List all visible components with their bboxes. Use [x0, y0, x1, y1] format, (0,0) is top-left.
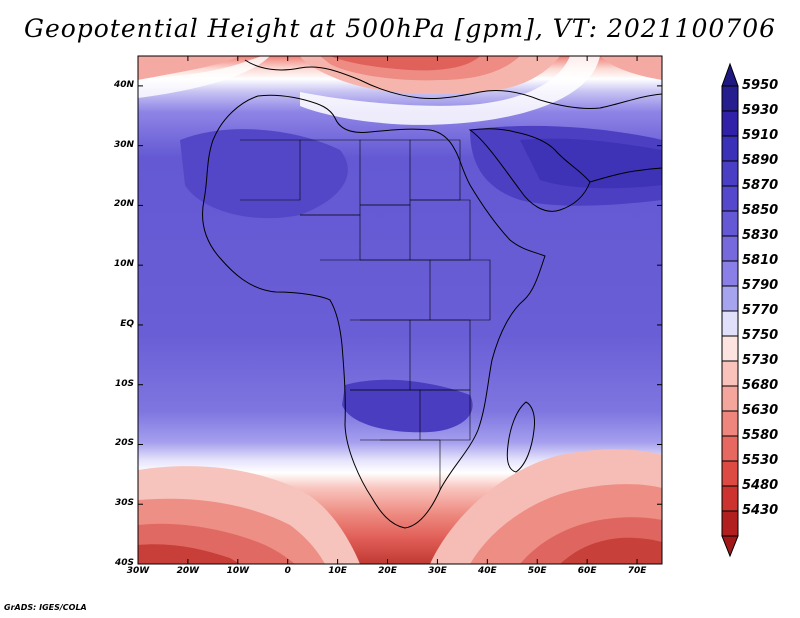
- coastlines: [202, 59, 662, 529]
- colorbar-level-label: 5810: [742, 253, 779, 268]
- lat-label: 40S: [114, 558, 134, 568]
- colorbar-level-label: 5830: [742, 228, 779, 243]
- colorbar-swatch: [721, 360, 739, 387]
- lon-label: 0: [284, 566, 291, 576]
- plot-frame: [137, 55, 663, 565]
- colorbar-swatch: [721, 410, 739, 437]
- colorbar-swatch: [721, 385, 739, 412]
- lat-label: EQ: [120, 318, 134, 329]
- colorbar-level-label: 5770: [742, 303, 779, 318]
- colorbar-level-label: 5930: [742, 103, 779, 118]
- colorbar-swatch: [721, 285, 739, 312]
- axis-ticks: [137, 56, 662, 565]
- lon-label: 40E: [477, 566, 497, 576]
- colorbar-swatch: [721, 435, 739, 462]
- lon-label: 20W: [176, 566, 200, 576]
- colorbar-swatch: [721, 135, 739, 162]
- colorbar-level-label: 5530: [742, 453, 779, 468]
- country-borders: [240, 139, 491, 490]
- lat-label: 40N: [113, 79, 134, 90]
- lon-label: 20E: [378, 566, 397, 576]
- lat-label: 20S: [114, 438, 134, 449]
- madagascar-coastline: [506, 401, 535, 473]
- colorbar-swatch: [721, 185, 739, 212]
- contour-field: [138, 56, 662, 564]
- colorbar-swatch: [721, 510, 739, 537]
- colorbar: [721, 85, 739, 537]
- colorbar-swatch: [721, 110, 739, 137]
- colorbar-swatch: [721, 310, 739, 337]
- colorbar-level-label: 5890: [742, 153, 779, 168]
- lon-label: 10W: [226, 566, 250, 576]
- lat-label: 20N: [113, 199, 134, 210]
- lon-label: 70E: [627, 566, 647, 576]
- colorbar-level-label: 5730: [742, 353, 779, 368]
- colorbar-level-label: 5680: [742, 378, 779, 393]
- colorbar-level-label: 5580: [742, 428, 779, 443]
- lat-label: 10S: [114, 378, 134, 389]
- grads-credit: GrADS: IGES/COLA: [4, 603, 87, 612]
- lat-label: 30N: [113, 139, 134, 150]
- colorbar-swatch: [721, 210, 739, 237]
- colorbar-level-label: 5910: [742, 128, 779, 143]
- europe-coastline: [244, 59, 662, 109]
- africa-coastline: [202, 94, 546, 529]
- map-title: Geopotential Height at 500hPa [gpm], VT:…: [23, 14, 777, 43]
- colorbar-level-label: 5850: [742, 203, 779, 218]
- colorbar-swatch: [721, 85, 739, 112]
- colorbar-level-label: 5630: [742, 403, 779, 418]
- colorbar-bottom-arrow: [721, 535, 739, 558]
- colorbar-top-arrow: [721, 62, 739, 87]
- lon-label: 10E: [328, 566, 347, 576]
- colorbar-swatch: [721, 335, 739, 362]
- colorbar-level-label: 5790: [742, 278, 779, 293]
- lon-label: 50E: [527, 566, 547, 576]
- persia-coastline: [589, 167, 662, 183]
- colorbar-level-label: 5430: [742, 503, 779, 518]
- lon-label: 60E: [577, 566, 597, 576]
- arabia-coastline: [468, 128, 591, 212]
- lon-label: 30W: [126, 566, 150, 576]
- colorbar-swatch: [721, 260, 739, 287]
- lat-label: 30S: [114, 498, 134, 509]
- colorbar-level-label: 5870: [742, 178, 779, 193]
- colorbar-level-label: 5480: [742, 478, 779, 493]
- lon-label: 30E: [428, 566, 447, 576]
- lat-label: 10N: [113, 259, 134, 270]
- colorbar-swatch: [721, 160, 739, 187]
- colorbar-level-label: 5950: [742, 78, 779, 93]
- colorbar-swatch: [721, 460, 739, 487]
- colorbar-level-label: 5750: [742, 328, 779, 343]
- colorbar-swatch: [721, 485, 739, 512]
- colorbar-swatch: [721, 235, 739, 262]
